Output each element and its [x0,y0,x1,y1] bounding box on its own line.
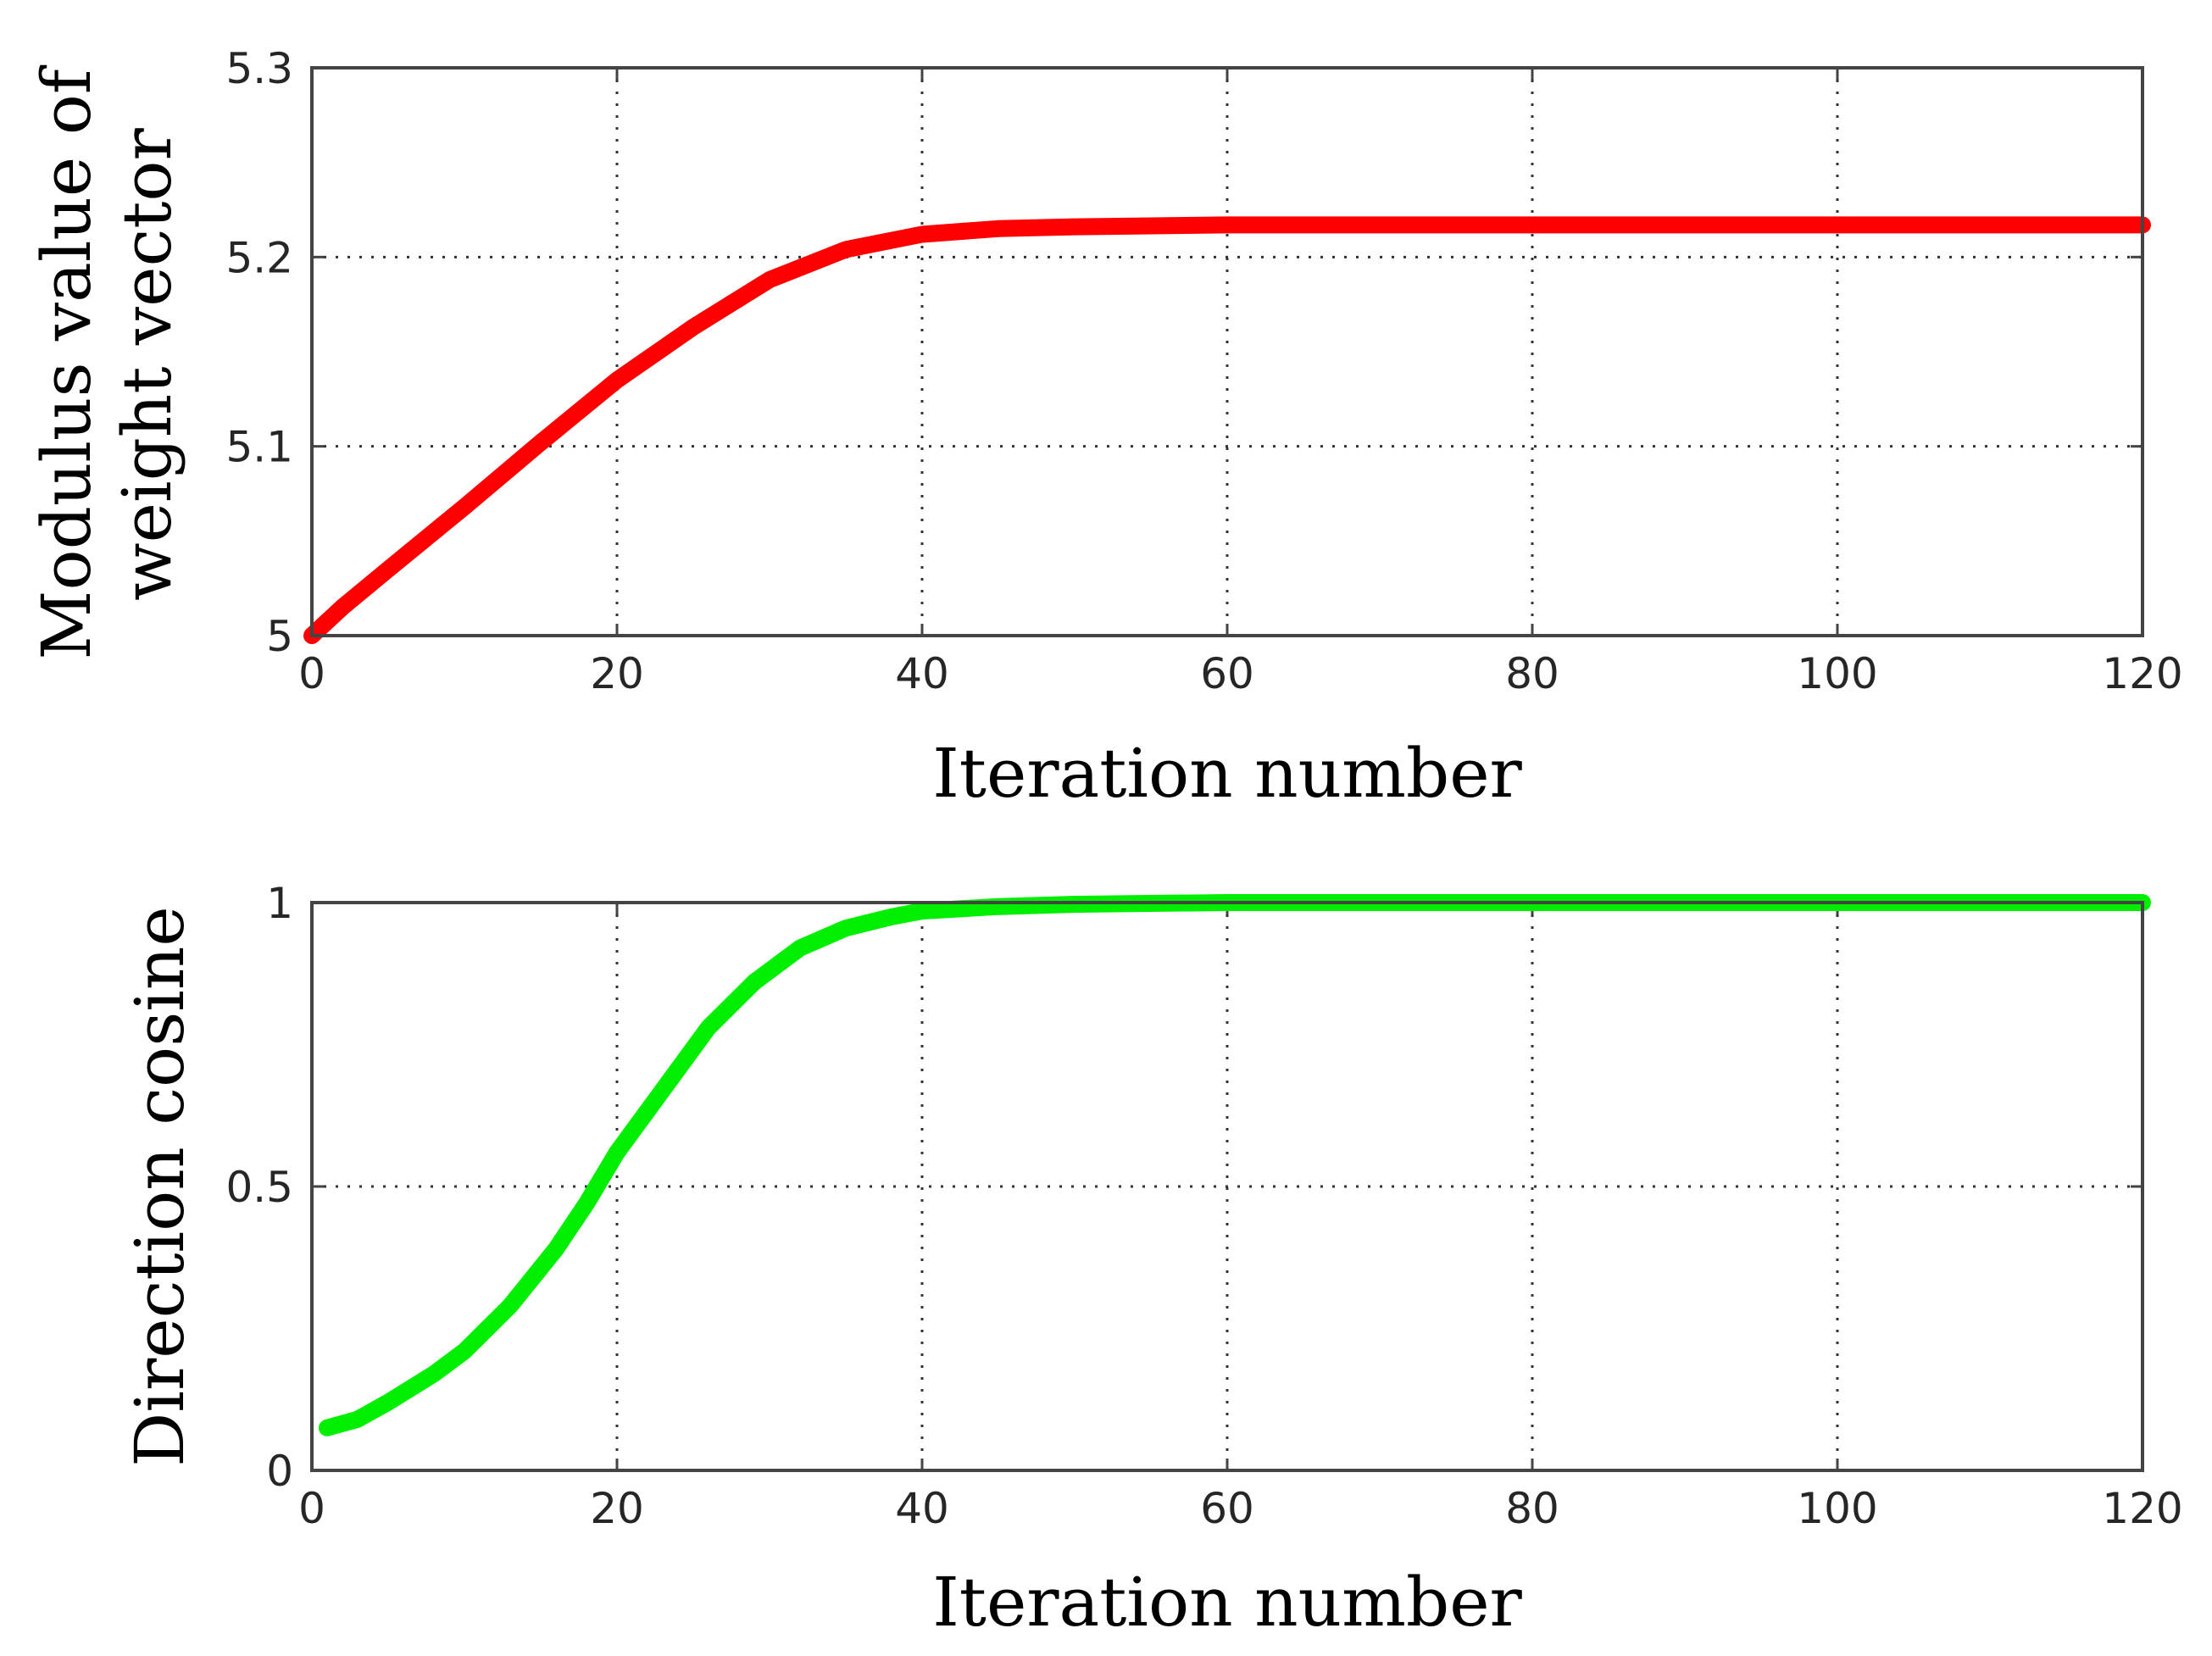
x-tick-label: 80 [1505,1484,1559,1533]
panel-direction-cosine: 0 20 40 60 80 100 120 0 0.5 1 Iteration number Dire… [120,879,2183,1642]
x-tick-label: 100 [1797,1484,1877,1533]
x-tick-label: 100 [1797,649,1877,698]
y-axis-label: Direction cosine [120,906,199,1466]
x-tick-label: 120 [2102,649,2182,698]
x-axis-label: Iteration number [932,1563,1522,1642]
x-tick-label: 60 [1200,1484,1254,1533]
x-tick-label: 20 [590,649,644,698]
plot-area [310,66,2144,637]
x-tick-label: 20 [590,1484,644,1533]
x-tick-label: 60 [1200,649,1254,698]
x-tick-label: 40 [895,1484,949,1533]
y-tick-label: 0 [266,1447,293,1496]
y-tick-label: 5.1 [225,423,293,472]
axes-border [310,66,2144,637]
x-axis-label: Iteration number [932,734,1522,813]
y-tick-label: 5.2 [225,233,293,282]
y-axis-label: Modulus value of [27,64,106,659]
x-tick-label: 0 [298,649,325,698]
y-tick-label: 5 [266,612,293,661]
panel-weight-modulus: 0 20 40 60 80 100 120 5 5.1 5.2 5.3 Iteration numbe… [27,44,2183,813]
y-tick-label: 0.5 [225,1163,293,1212]
series-line [303,216,2151,644]
x-tick-label: 40 [895,649,949,698]
y-tick-label: 5.3 [225,44,293,93]
x-tick-label: 0 [298,1484,325,1533]
axes-border [310,901,2144,1472]
y-tick-label: 1 [266,879,293,928]
x-tick-label: 80 [1505,649,1559,698]
y-axis-label: weight vector [108,127,186,600]
x-tick-label: 120 [2102,1484,2182,1533]
